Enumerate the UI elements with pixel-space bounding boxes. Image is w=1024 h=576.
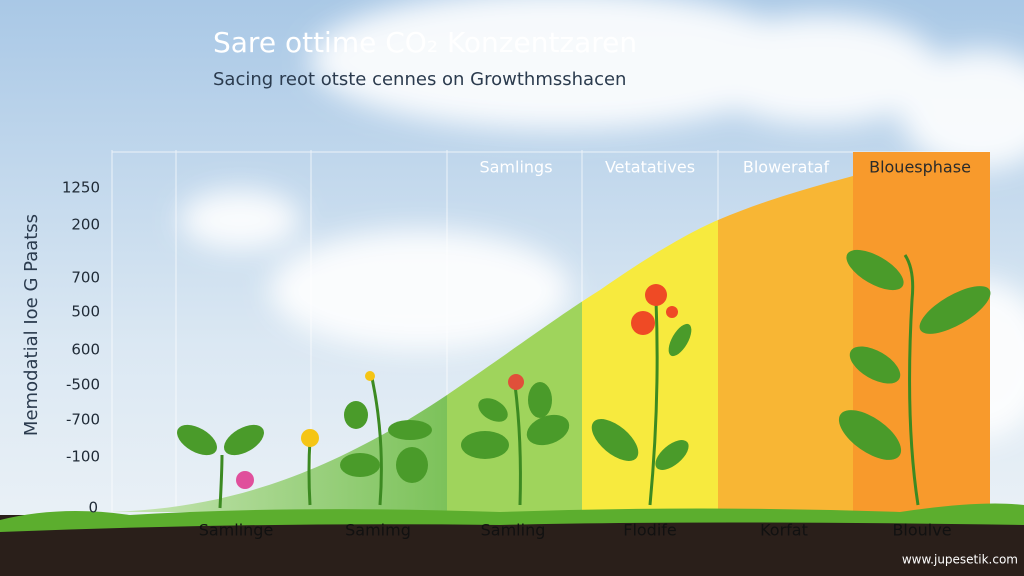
watermark: www.jupesetik.com (902, 553, 1018, 567)
phase-band (853, 152, 990, 512)
tick-label: 600 (71, 341, 100, 359)
stage-labels: Samlinge Samimg Samling Flodife Korfat Bloulv… (199, 521, 952, 540)
subtitle: Sacing reot otste cennes on Growthmsshac… (213, 69, 626, 90)
tick-label: 200 (71, 216, 100, 234)
grid (111, 150, 990, 512)
plants (218, 254, 920, 509)
tick-label: 0 (88, 499, 98, 517)
leaves (177, 249, 991, 483)
phase-label: Blowerataf (743, 158, 830, 177)
stage-label: Samimg (345, 521, 411, 540)
tick-label: -700 (66, 411, 100, 429)
tick-label: -100 (66, 448, 100, 466)
stage-label: Samlinge (199, 521, 274, 540)
tick-label: -500 (66, 376, 100, 394)
tick-label: 1250 (62, 179, 100, 197)
title: Sare ottime CO₂ Konzentzaren (213, 26, 637, 59)
grass (0, 503, 1024, 532)
phase-labels: Samlings Vetatatives Blowerataf Blouesphase (479, 158, 970, 177)
flowers (236, 284, 678, 489)
tick-label: 500 (71, 303, 100, 321)
stage-label: Flodife (623, 521, 677, 540)
stage-label: Bloulve (892, 521, 951, 540)
phase-label: Vetatatives (605, 158, 695, 177)
phase-label: Samlings (479, 158, 552, 177)
stage-label: Korfat (760, 521, 808, 540)
phase-label: Blouesphase (869, 158, 971, 177)
tick-labels: 1250 200 700 500 600 -500 -700 -100 0 (62, 179, 100, 517)
axis-label: Memodatial Ioe G Paatss (21, 214, 42, 436)
stage-label: Samling (481, 521, 546, 540)
tick-label: 700 (71, 269, 100, 287)
